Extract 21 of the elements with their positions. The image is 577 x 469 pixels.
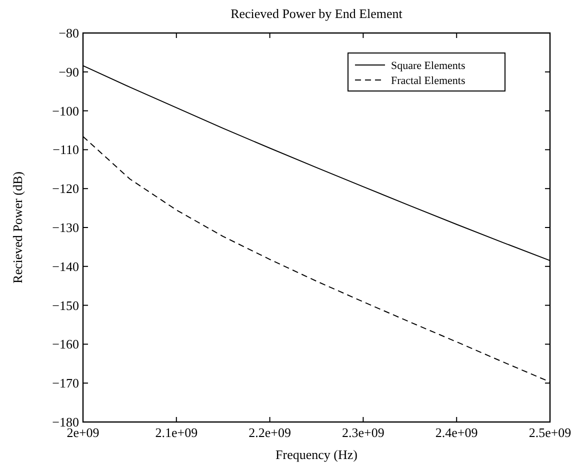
x-tick-label: 2.1e+09: [155, 425, 198, 440]
y-tick-label: −170: [52, 376, 79, 391]
y-axis-title: Recieved Power (dB): [10, 172, 25, 284]
y-tick-label: −180: [52, 414, 79, 430]
y-tick-label: −120: [52, 181, 79, 196]
legend-label: Square Elements: [391, 60, 466, 72]
y-tick-label: −80: [58, 26, 79, 40]
x-axis-title: Frequency (Hz): [276, 447, 358, 462]
x-tick-label: 2.5e+09: [528, 425, 572, 440]
y-tick-label: −110: [52, 142, 79, 158]
legend-label: Fractal Elements: [391, 75, 466, 87]
y-tick-label: −100: [52, 103, 79, 118]
x-tick-label: 2.3e+09: [342, 425, 384, 440]
y-tick-label: −140: [52, 258, 79, 274]
x-tick-label: 2.4e+09: [435, 425, 478, 440]
y-tick-label: −150: [52, 298, 79, 313]
x-tick-label: 2.2e+09: [248, 425, 291, 440]
y-tick-label: −130: [52, 220, 79, 235]
y-tick-label: −160: [52, 336, 79, 352]
y-tick-label: −90: [58, 64, 79, 80]
chart-title: Recieved Power by End Element: [230, 6, 403, 21]
